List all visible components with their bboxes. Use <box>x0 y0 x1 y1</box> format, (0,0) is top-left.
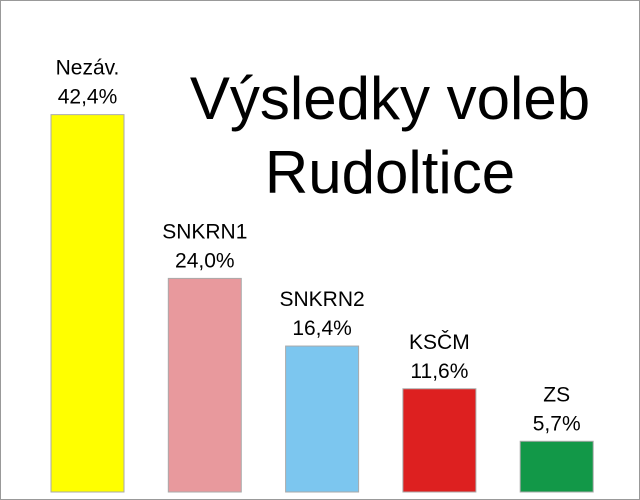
bar <box>167 277 242 493</box>
category-label: SNKRN2 <box>279 288 364 311</box>
bar <box>519 440 594 493</box>
value-label: 5,7% <box>533 412 581 435</box>
bar <box>402 388 477 493</box>
bar <box>50 114 125 493</box>
value-label: 42,4% <box>58 86 118 109</box>
category-label: SNKRN1 <box>162 220 247 243</box>
value-label: 11,6% <box>410 360 468 383</box>
category-label: ZS <box>543 383 570 406</box>
chart-title: Výsledky voleb Rudoltice <box>189 65 591 206</box>
category-label: KSČM <box>409 331 470 354</box>
value-label: 24,0% <box>175 249 235 272</box>
value-label: 16,4% <box>292 317 352 340</box>
bar <box>285 345 360 493</box>
category-label: Nezáv. <box>56 57 120 80</box>
